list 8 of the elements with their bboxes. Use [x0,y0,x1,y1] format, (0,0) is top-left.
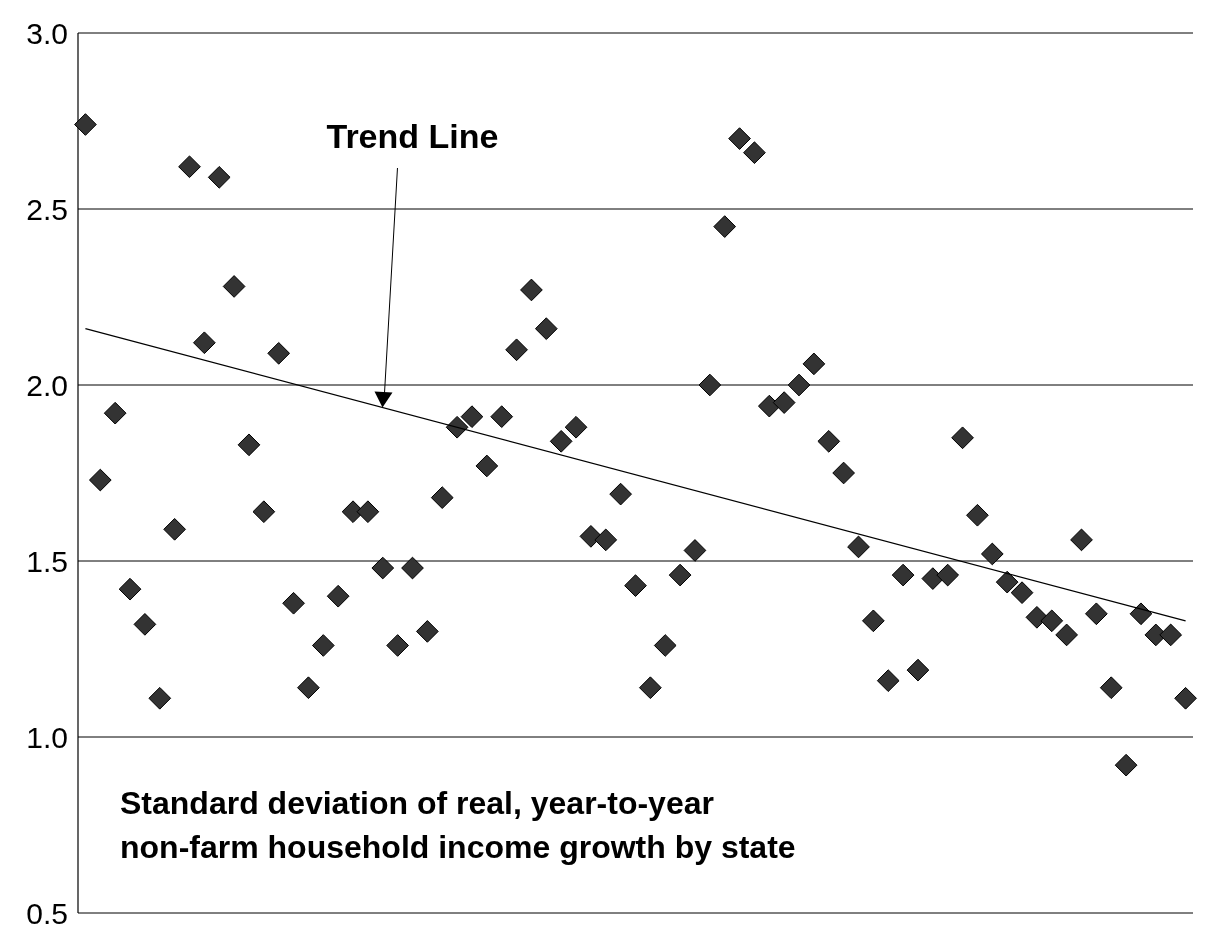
text: Standard deviation of real, year-to-year non-farm household income growth by state [120,785,796,865]
y-tick-label: 1.5 [26,544,68,578]
y-tick-label: 2.0 [26,368,68,402]
y-tick-label: 3.0 [26,16,68,50]
y-tick-label: 2.5 [26,192,68,226]
y-tick-label: 0.5 [26,896,68,930]
annotation: Trend Line [326,117,499,155]
y-tick-label: 1.0 [26,720,68,754]
